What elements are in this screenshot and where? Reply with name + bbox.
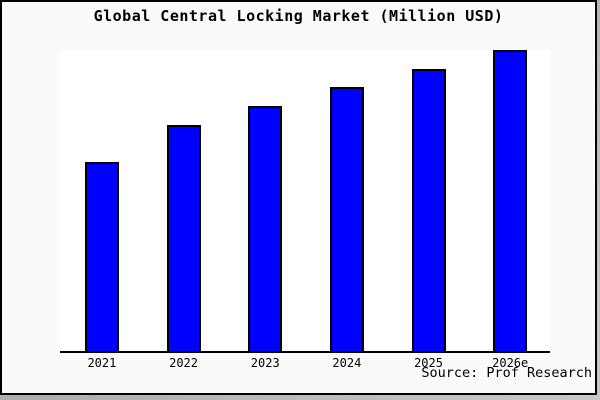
source-note: Source: Prof Research xyxy=(421,365,592,381)
x-tick-label-2024: 2024 xyxy=(332,356,362,370)
bar-2026e xyxy=(493,50,528,351)
x-axis-tick-labels: 2021 2022 2023 2024 2025 2026e xyxy=(60,357,550,371)
bar-2025 xyxy=(411,69,446,351)
x-tick-label-2021: 2021 xyxy=(87,356,117,370)
x-tick-label-2025: 2025 xyxy=(414,356,443,370)
x-tick-label-2026e: 2026e xyxy=(492,356,529,370)
plot-area xyxy=(60,50,550,353)
bar-2021 xyxy=(84,162,119,351)
chart-title: Global Central Locking Market (Million U… xyxy=(93,7,504,25)
bar-2023 xyxy=(248,106,283,351)
bar-2022 xyxy=(166,125,201,351)
bar-2024 xyxy=(329,87,364,351)
x-tick-label-2022: 2022 xyxy=(169,356,198,370)
x-tick-label-2023: 2023 xyxy=(250,356,280,370)
